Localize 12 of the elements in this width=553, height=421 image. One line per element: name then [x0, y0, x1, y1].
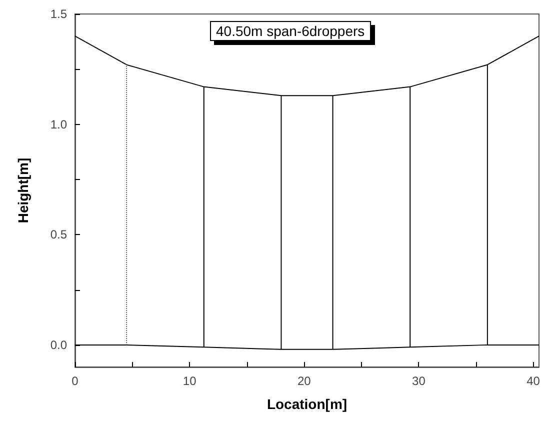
y-axis-title: Height[m]: [15, 158, 31, 224]
x-axis-title: Location[m]: [266, 396, 348, 412]
x-tick-label: 30: [412, 374, 426, 388]
x-tick-label: 0: [72, 374, 79, 388]
x-tick-label: 10: [182, 374, 197, 388]
y-tick-label: 1.5: [50, 7, 68, 21]
x-tick-label: 40: [526, 374, 540, 388]
y-tick-label: 1.0: [50, 117, 68, 132]
text: 40.50m span-6droppers: [216, 23, 365, 39]
x-tick-label: 20: [297, 374, 312, 388]
y-tick-label: 0.0: [50, 338, 68, 352]
y-tick-label: 0.5: [50, 228, 68, 242]
